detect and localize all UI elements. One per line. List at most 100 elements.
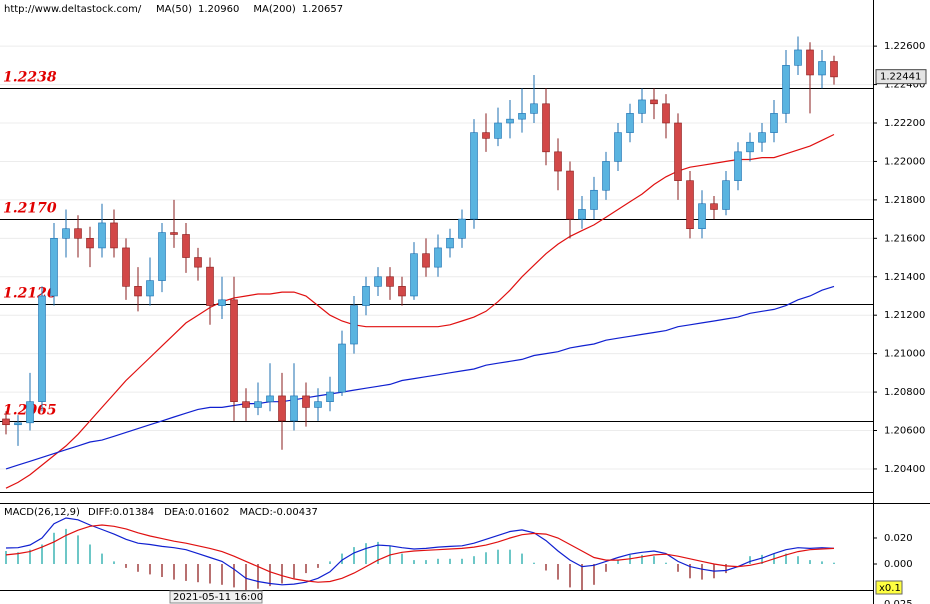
macd-title: MACD(26,12,9): [4, 507, 80, 518]
cut-label: 0.025: [884, 599, 913, 604]
candle-body: [674, 122, 682, 181]
y-tick-label: 1.20400: [884, 464, 925, 475]
candle-body: [422, 253, 430, 268]
legend-value: 1.20960: [198, 4, 239, 15]
candle-body: [62, 228, 70, 239]
candle-body: [458, 218, 466, 239]
candle-body: [74, 228, 82, 239]
candle-body: [350, 305, 358, 345]
y-tick-label: 1.21600: [884, 233, 925, 244]
candle-body: [206, 266, 214, 306]
level-label: 1.2238: [3, 70, 57, 86]
candle-body: [626, 113, 634, 133]
candle-body: [446, 238, 454, 249]
candle-body: [746, 141, 754, 153]
macd-label: DIFF:0.01384: [88, 507, 154, 518]
candle-body: [290, 395, 298, 422]
legend-name: MA(50): [156, 4, 192, 15]
candle-body: [710, 203, 718, 210]
candle-body: [722, 180, 730, 210]
candle-body: [770, 113, 778, 133]
y-tick-label: 1.22400: [884, 80, 925, 91]
y-tick-label: 1.21000: [884, 349, 925, 360]
candle-body: [362, 286, 370, 306]
y-tick-label: 1.22000: [884, 156, 925, 167]
legend-value: 1.20657: [302, 4, 343, 15]
y-tick-label: 0.020: [884, 533, 913, 544]
candle-body: [26, 401, 34, 424]
ma-line: [5, 133, 835, 489]
y-tick-label: 1.22600: [884, 41, 925, 52]
candle-body: [638, 99, 646, 114]
level-label: 1.2126: [3, 286, 57, 302]
candle-body: [698, 203, 706, 230]
candle-body: [662, 103, 670, 124]
candle-body: [434, 247, 442, 268]
candle-body: [602, 161, 610, 191]
candle-body: [218, 299, 226, 306]
candle-body: [302, 395, 310, 408]
macd-line: [5, 524, 835, 583]
candle-body: [98, 222, 106, 249]
candle-body: [614, 132, 622, 162]
y-tick-label: 1.21800: [884, 195, 925, 206]
y-tick-label: 1.21400: [884, 272, 925, 283]
candle-body: [254, 401, 262, 408]
candle-body: [38, 295, 46, 402]
candle-body: [554, 151, 562, 172]
macd-label: DEA:0.01602: [164, 507, 229, 518]
y-tick-label: 1.21200: [884, 310, 925, 321]
source-url: http://www.deltastock.com/: [4, 4, 142, 15]
date-box: [169, 590, 263, 604]
candle-body: [110, 222, 118, 249]
legend-name: MA(200): [253, 4, 295, 15]
candle-body: [2, 418, 10, 426]
candle-body: [278, 395, 286, 422]
candle-body: [134, 286, 142, 297]
candle-body: [338, 343, 346, 393]
candle-body: [386, 276, 394, 287]
candle-body: [530, 103, 538, 114]
candle-body: [686, 180, 694, 230]
candle-body: [398, 286, 406, 297]
candle-body: [14, 422, 22, 426]
candle-body: [818, 61, 826, 76]
candle-body: [50, 238, 58, 297]
candle-body: [410, 253, 418, 297]
y-tick-label: 1.20800: [884, 387, 925, 398]
y-tick-label: 1.20600: [884, 426, 925, 437]
candle-body: [566, 170, 574, 220]
scale-label: x0.1: [879, 583, 901, 594]
y-tick-label: 0.000: [884, 559, 913, 570]
candle-body: [230, 299, 238, 402]
candle-body: [314, 401, 322, 408]
candle-body: [470, 132, 478, 220]
candle-body: [170, 232, 178, 235]
candle-body: [782, 65, 790, 114]
candle-body: [794, 49, 802, 66]
y-tick-label: 1.22200: [884, 118, 925, 129]
candle-body: [86, 238, 94, 249]
last-price-box: [875, 69, 927, 85]
candle-body: [374, 276, 382, 287]
candle-body: [830, 61, 838, 78]
candle-body: [806, 49, 814, 76]
candle-body: [122, 247, 130, 287]
candle-body: [266, 395, 274, 402]
candle-body: [482, 132, 490, 139]
candle-body: [506, 118, 514, 124]
candle-body: [734, 151, 742, 181]
candle-body: [326, 391, 334, 402]
candle-body: [242, 401, 250, 408]
candle-body: [182, 234, 190, 258]
candle-body: [542, 103, 550, 153]
candle-body: [590, 189, 598, 210]
candle-body: [158, 232, 166, 281]
candle-body: [146, 280, 154, 297]
scale-box: [875, 580, 903, 595]
candle-body: [194, 257, 202, 268]
candle-body: [578, 209, 586, 220]
last-price-label: 1.22441: [880, 72, 921, 83]
candle-body: [758, 132, 766, 143]
